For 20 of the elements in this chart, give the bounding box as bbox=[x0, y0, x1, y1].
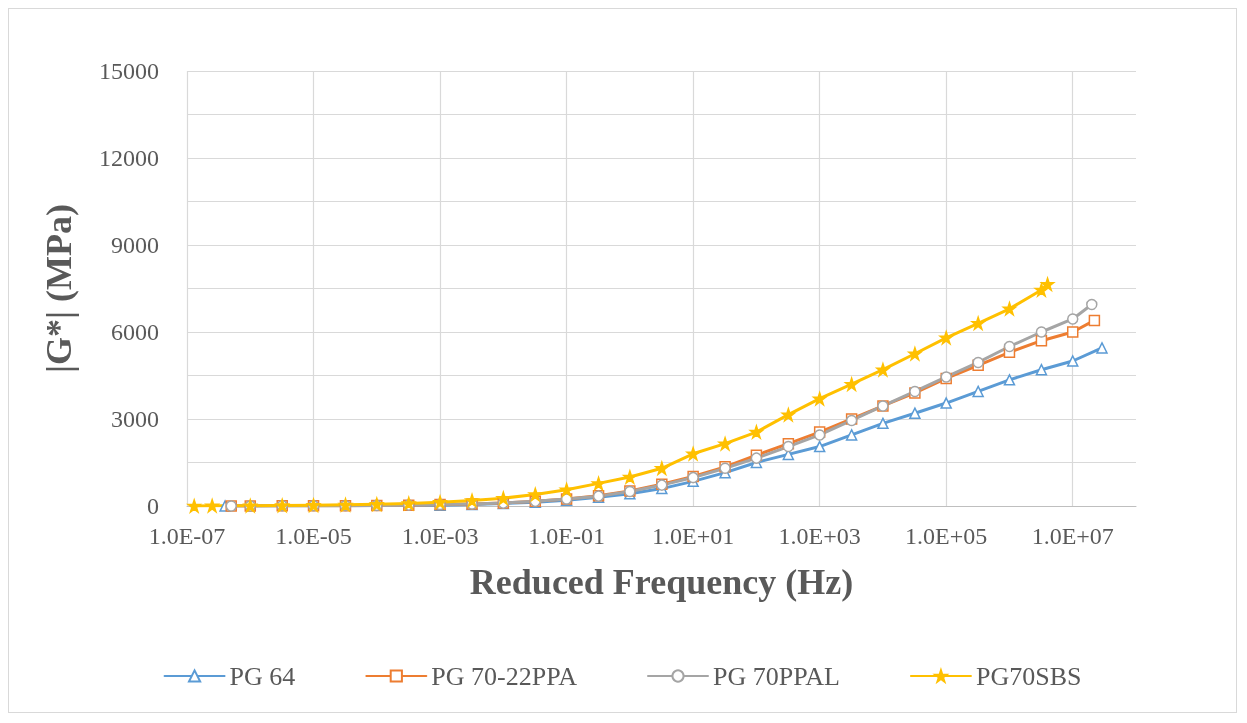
x-tick-label: 1.0E+03 bbox=[778, 523, 861, 549]
x-tick-label: 1.0E+07 bbox=[1031, 523, 1114, 549]
legend-label: PG 64 bbox=[229, 661, 296, 691]
x-tick-label: 1.0E+05 bbox=[905, 523, 988, 549]
x-axis-title: Reduced Frequency (Hz) bbox=[469, 562, 854, 602]
y-tick-label: 0 bbox=[147, 493, 159, 519]
legend-label: PG 70-22PPA bbox=[431, 661, 578, 691]
x-tick-label: 1.0E-05 bbox=[275, 523, 352, 549]
y-tick-label: 15000 bbox=[99, 58, 159, 84]
legend-label: PG70SBS bbox=[975, 661, 1082, 691]
x-tick-label: 1.0E-07 bbox=[148, 523, 226, 549]
x-tick-label: 1.0E-03 bbox=[401, 523, 479, 549]
x-tick-label: 1.0E-01 bbox=[528, 523, 605, 549]
y-tick-label: 3000 bbox=[111, 406, 159, 432]
y-tick-label: 6000 bbox=[111, 319, 159, 345]
x-tick-label: 1.0E+01 bbox=[652, 523, 735, 549]
y-tick-label: 9000 bbox=[111, 232, 159, 258]
y-axis-title: |G*| (MPa) bbox=[39, 204, 79, 373]
y-tick-label: 12000 bbox=[99, 145, 159, 171]
legend-label: PG 70PPAL bbox=[713, 661, 840, 691]
